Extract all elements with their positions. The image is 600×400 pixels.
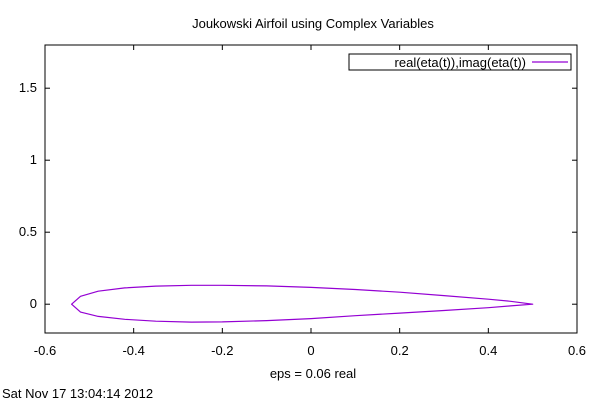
- x-axis-label: eps = 0.06 real: [270, 366, 356, 381]
- footer-timestamp: Sat Nov 17 13:04:14 2012: [2, 386, 153, 400]
- legend: real(eta(t)),imag(eta(t)): [348, 53, 572, 71]
- plot-frame: [44, 44, 578, 334]
- legend-label: real(eta(t)),imag(eta(t)): [395, 55, 526, 70]
- x-tick-label: -0.4: [122, 343, 144, 358]
- y-tick-label: 0.5: [19, 224, 37, 239]
- y-tick-label: 1.5: [19, 80, 37, 95]
- series-line-0: [70, 284, 534, 323]
- legend-box: [348, 53, 572, 71]
- x-axis: -0.6 -0.4 -0.2 0 0.2 0.4 0.6: [34, 45, 586, 358]
- x-tick-label: 0.2: [391, 343, 409, 358]
- y-axis: 0 0.5 1 1.5: [19, 80, 577, 311]
- x-tick-label: -0.2: [211, 343, 233, 358]
- x-tick-label: 0: [307, 343, 314, 358]
- x-tick-label: -0.6: [34, 343, 56, 358]
- x-tick-label: 0.4: [479, 343, 497, 358]
- chart-title: Joukowski Airfoil using Complex Variable…: [192, 16, 434, 31]
- y-tick-label: 0: [30, 296, 37, 311]
- series-layer: [70, 284, 534, 323]
- y-tick-label: 1: [30, 152, 37, 167]
- x-tick-label: 0.6: [568, 343, 586, 358]
